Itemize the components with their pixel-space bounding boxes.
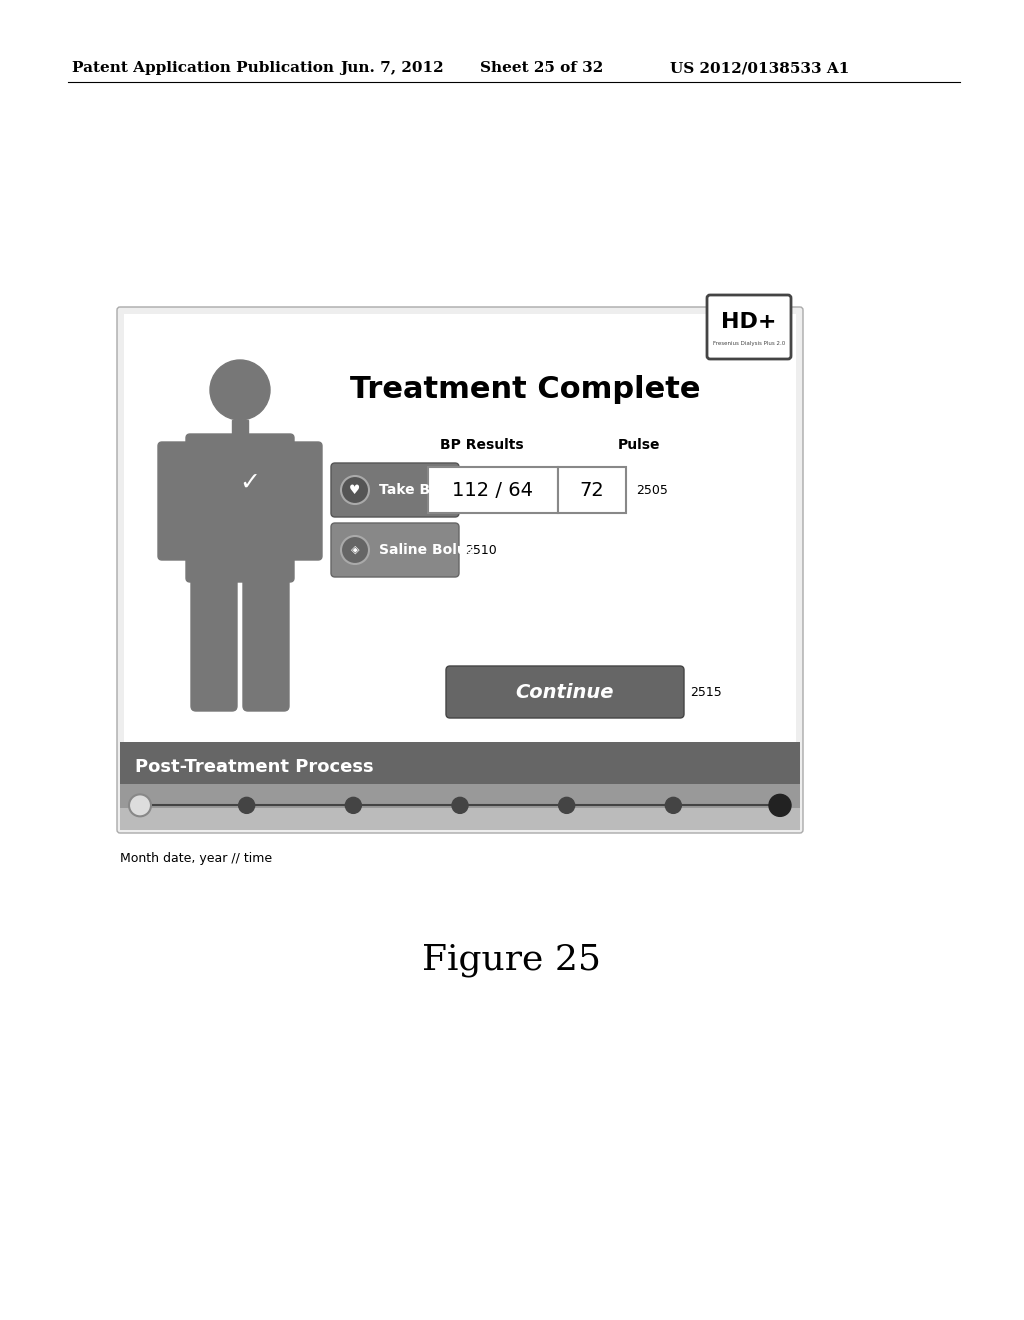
FancyBboxPatch shape xyxy=(331,523,459,577)
Circle shape xyxy=(239,797,255,813)
FancyBboxPatch shape xyxy=(331,463,459,517)
Text: 2510: 2510 xyxy=(465,544,497,557)
Text: Jun. 7, 2012: Jun. 7, 2012 xyxy=(340,61,443,75)
Text: Post-Treatment Process: Post-Treatment Process xyxy=(135,758,374,776)
FancyBboxPatch shape xyxy=(158,442,190,560)
FancyBboxPatch shape xyxy=(243,572,289,711)
FancyBboxPatch shape xyxy=(191,572,237,711)
Circle shape xyxy=(210,360,270,420)
FancyBboxPatch shape xyxy=(290,442,322,560)
FancyBboxPatch shape xyxy=(117,308,803,833)
Text: Pulse: Pulse xyxy=(618,438,660,451)
Text: Figure 25: Figure 25 xyxy=(423,942,601,977)
Circle shape xyxy=(341,536,369,564)
Circle shape xyxy=(345,797,361,813)
Bar xyxy=(232,420,248,438)
Circle shape xyxy=(559,797,574,813)
Text: Saline Bolus: Saline Bolus xyxy=(379,543,475,557)
Text: 72: 72 xyxy=(580,480,604,499)
Text: Continue: Continue xyxy=(516,682,614,701)
Bar xyxy=(120,742,800,784)
FancyBboxPatch shape xyxy=(446,667,684,718)
Bar xyxy=(558,467,626,513)
Bar xyxy=(120,808,800,830)
Circle shape xyxy=(452,797,468,813)
Circle shape xyxy=(666,797,681,813)
Text: 2505: 2505 xyxy=(636,483,668,496)
FancyBboxPatch shape xyxy=(707,294,791,359)
Text: 2515: 2515 xyxy=(690,685,722,698)
Text: BP Results: BP Results xyxy=(440,438,523,451)
Text: Take BP: Take BP xyxy=(379,483,440,498)
FancyBboxPatch shape xyxy=(186,434,294,582)
Circle shape xyxy=(341,477,369,504)
Bar xyxy=(124,314,796,742)
Bar xyxy=(120,784,800,830)
Text: ♥: ♥ xyxy=(349,483,360,496)
Text: Treatment Complete: Treatment Complete xyxy=(350,375,700,404)
Bar xyxy=(428,467,558,513)
Text: 112 / 64: 112 / 64 xyxy=(453,480,534,499)
Text: Month date, year // time: Month date, year // time xyxy=(120,851,272,865)
Text: Sheet 25 of 32: Sheet 25 of 32 xyxy=(480,61,603,75)
Text: Fresenius Dialysis Plus 2.0: Fresenius Dialysis Plus 2.0 xyxy=(713,341,785,346)
Circle shape xyxy=(769,795,791,816)
Text: ◈: ◈ xyxy=(351,545,359,554)
Text: Patent Application Publication: Patent Application Publication xyxy=(72,61,334,75)
Text: ✓: ✓ xyxy=(240,471,260,495)
Text: US 2012/0138533 A1: US 2012/0138533 A1 xyxy=(670,61,849,75)
Circle shape xyxy=(129,795,151,816)
Text: HD+: HD+ xyxy=(721,313,777,333)
